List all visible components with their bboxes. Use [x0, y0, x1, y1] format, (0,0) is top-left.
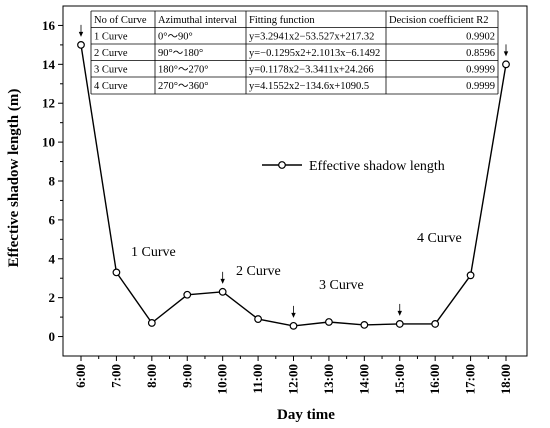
legend-label: Effective shadow length: [309, 159, 445, 174]
x-tick-label: 16:00: [427, 364, 442, 394]
data-point: [183, 290, 192, 299]
data-point: [395, 320, 404, 328]
y-tick-label: 12: [42, 96, 55, 111]
arrow-head: [78, 31, 84, 37]
y-tick-label: 0: [49, 329, 56, 344]
x-axis-title: Day time: [277, 407, 335, 423]
x-tick-label: 12:00: [286, 364, 301, 394]
y-tick-label: 6: [49, 212, 56, 227]
arrow-head: [503, 51, 509, 57]
curve-label: 2 Curve: [236, 264, 281, 279]
x-tick-label: 8:00: [144, 364, 159, 388]
curve-table: No of Curve Azimuthal interval Fitting fun…: [90, 10, 499, 95]
x-tick-label: 9:00: [179, 364, 194, 388]
y-tick-label: 16: [42, 18, 56, 33]
x-tick-label: 7:00: [108, 364, 123, 388]
y-tick-label: 14: [42, 57, 56, 72]
table-cell: 3 Curve: [94, 65, 128, 76]
x-tick-label: 18:00: [498, 364, 513, 394]
curve-label: 3 Curve: [319, 278, 364, 293]
table-cell: 0.8596: [466, 48, 495, 59]
x-tick-label: 6:00: [73, 364, 88, 388]
y-axis-title: Effective shadow length (m): [6, 89, 22, 268]
curve-label: 4 Curve: [417, 231, 462, 246]
y-tick-label: 2: [49, 290, 56, 305]
x-tick-label: 13:00: [321, 364, 336, 394]
data-point: [147, 319, 156, 327]
table-cell: 270°～360°: [158, 81, 208, 92]
axes: 0 2 4 6 8 10 12 14 16 6:00 7:00 8:00 9:00 10:00 11:00 1…: [42, 5, 528, 394]
table-cell: 180°～270°: [158, 65, 208, 76]
x-tick-label: 15:00: [392, 364, 407, 394]
table-cell: 0.9902: [466, 32, 495, 43]
legend: Effective shadow length: [262, 159, 445, 174]
data-point: [502, 60, 510, 69]
data-point: [360, 320, 369, 329]
table-header-cell: No of Curve: [94, 15, 147, 26]
data-point: [466, 271, 475, 280]
table-cell: 1 Curve: [94, 32, 128, 43]
table-cell: 4 Curve: [94, 81, 128, 92]
table-cell: 0.9999: [466, 65, 495, 76]
x-tick-label: 17:00: [463, 364, 478, 394]
curve-label: 1 Curve: [131, 245, 176, 260]
x-tick-label: 10:00: [215, 364, 230, 394]
x-tick-label: 14:00: [356, 364, 371, 394]
data-point: [289, 321, 298, 330]
x-tick-label: 11:00: [250, 364, 265, 394]
series-effective-shadow-length: [77, 40, 510, 330]
data-point: [218, 287, 227, 296]
y-tick-label: 10: [42, 135, 55, 150]
table-cell: 90°～180°: [158, 48, 203, 59]
y-tick-label: 8: [49, 174, 56, 189]
table-header-cell: Decision coefficient R2: [389, 15, 489, 26]
table-cell: 0.9999: [466, 81, 495, 92]
arrow-head: [220, 278, 225, 284]
table-header-cell: Fitting function: [249, 15, 315, 26]
table-cell: y=−0.1295x2+2.1013x−6.1492: [249, 48, 380, 59]
data-point: [77, 40, 85, 49]
legend-swatch-marker: [278, 161, 286, 169]
table-cell: y=4.1552x2−134.6x+1090.5: [249, 81, 369, 92]
data-point: [254, 315, 262, 323]
data-point: [325, 318, 333, 326]
table-cell: y=0.1178x2−3.3411x+24.266: [249, 65, 374, 76]
table-cell: y=3.2941x2−53.527x+217.32: [249, 32, 374, 43]
table-cell: 2 Curve: [94, 48, 128, 59]
data-point: [112, 268, 121, 277]
table-cell: 0°～90°: [158, 32, 193, 43]
arrow-head: [397, 310, 402, 316]
table-header-cell: Azimuthal interval: [158, 15, 237, 26]
y-tick-label: 4: [49, 251, 56, 266]
arrow-head: [291, 312, 296, 318]
data-point: [431, 320, 440, 328]
curve-annotations: 1 Curve 2 Curve 3 Curve 4 Curve: [78, 24, 509, 318]
